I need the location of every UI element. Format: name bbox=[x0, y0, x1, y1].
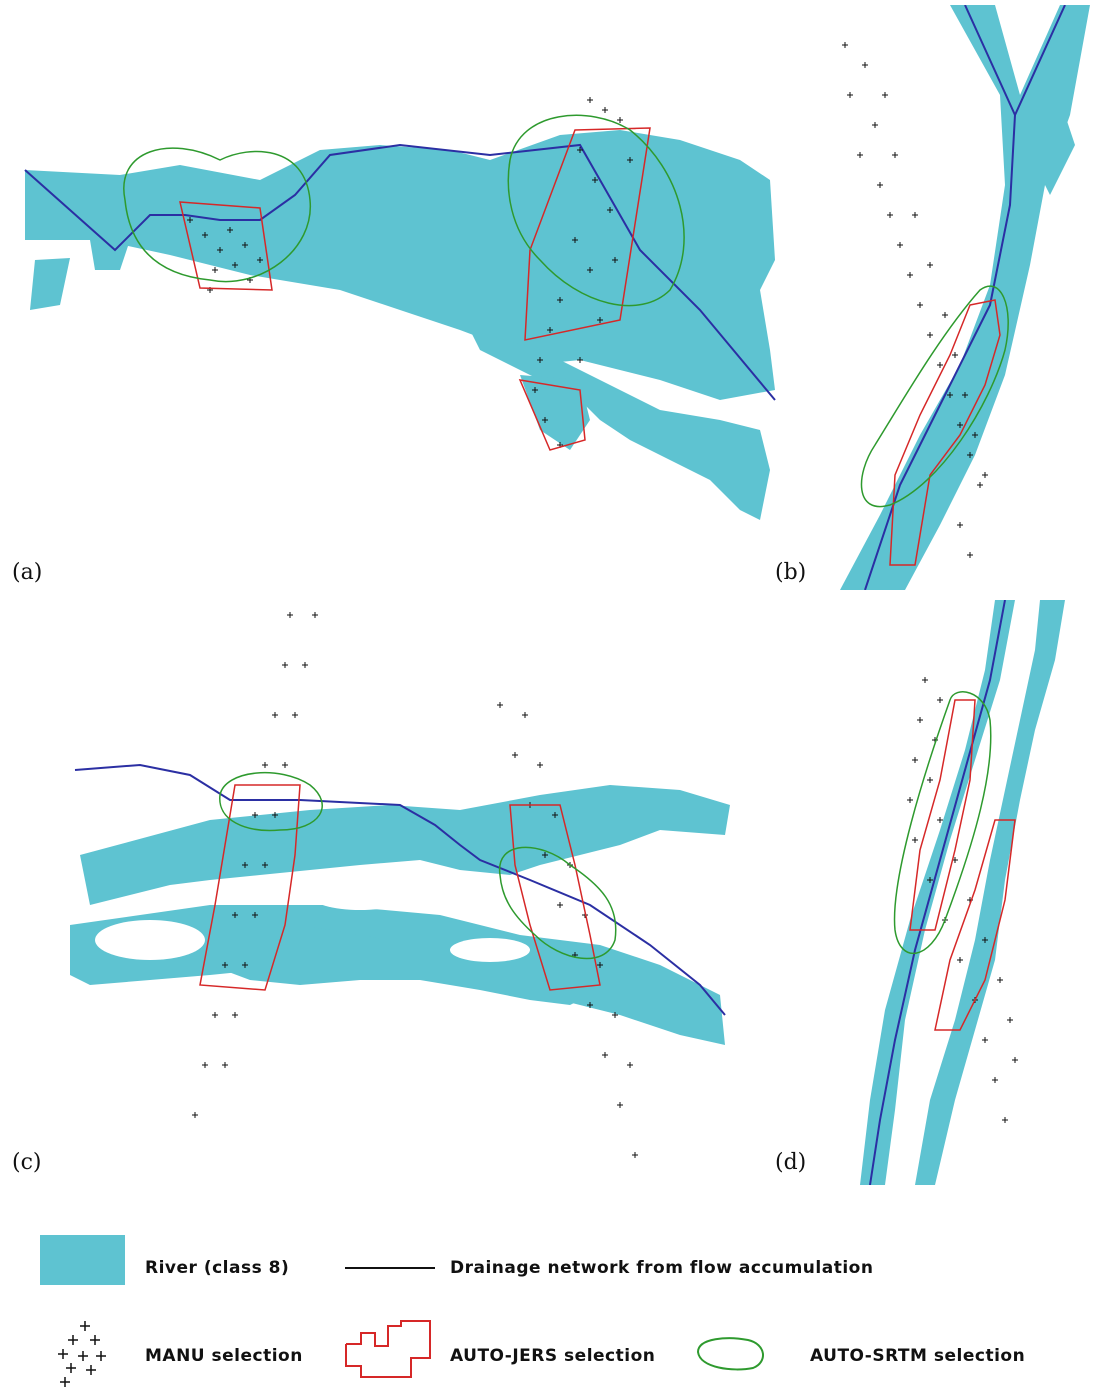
panel-d-map bbox=[860, 600, 1065, 1185]
panel-d-label: (d) bbox=[775, 1150, 807, 1175]
panel-d bbox=[855, 600, 1075, 1185]
srtm-selection bbox=[123, 114, 685, 307]
legend-manu: MANU selection bbox=[145, 1346, 303, 1366]
river-islands bbox=[95, 866, 700, 962]
river-swatch bbox=[40, 1235, 125, 1285]
panel-a-map bbox=[24, 97, 776, 520]
srtm-selection bbox=[893, 691, 992, 955]
legend-river: River (class 8) bbox=[145, 1258, 290, 1278]
panel-b-map bbox=[840, 5, 1090, 590]
manu-cross-icon bbox=[58, 1321, 106, 1387]
jers-selection bbox=[179, 127, 651, 451]
jers-selection bbox=[199, 784, 601, 991]
manu-selection bbox=[192, 612, 638, 1158]
drainage-line bbox=[74, 763, 726, 1016]
river-area bbox=[860, 600, 1065, 1185]
legend-srtm: AUTO-SRTM selection bbox=[810, 1346, 1026, 1366]
drainage-line-icon bbox=[345, 1267, 435, 1269]
panel-a bbox=[20, 90, 780, 540]
drainage-line bbox=[869, 600, 1006, 1185]
panel-c-map bbox=[70, 612, 730, 1158]
panel-b-label: (b) bbox=[775, 560, 807, 585]
drainage-line bbox=[24, 143, 776, 401]
panel-a-label: (a) bbox=[12, 560, 43, 585]
manu-selection bbox=[842, 42, 988, 558]
srtm-selection bbox=[860, 285, 1009, 508]
legend-drainage: Drainage network from flow accumulation bbox=[450, 1258, 874, 1278]
manu-selection bbox=[187, 97, 633, 448]
panel-b bbox=[820, 5, 1090, 590]
panel-c-label: (c) bbox=[12, 1150, 42, 1175]
river-area bbox=[70, 785, 730, 1045]
legend-jers: AUTO-JERS selection bbox=[450, 1346, 656, 1366]
jers-outline-icon bbox=[345, 1320, 431, 1378]
srtm-outline-icon bbox=[696, 1337, 764, 1371]
jers-selection bbox=[909, 699, 1016, 1031]
srtm-selection bbox=[219, 772, 617, 960]
river-area bbox=[840, 5, 1090, 590]
jers-selection bbox=[889, 299, 1001, 566]
manu-selection bbox=[907, 677, 1018, 1123]
panel-c bbox=[60, 605, 740, 1190]
river-area bbox=[25, 130, 775, 520]
